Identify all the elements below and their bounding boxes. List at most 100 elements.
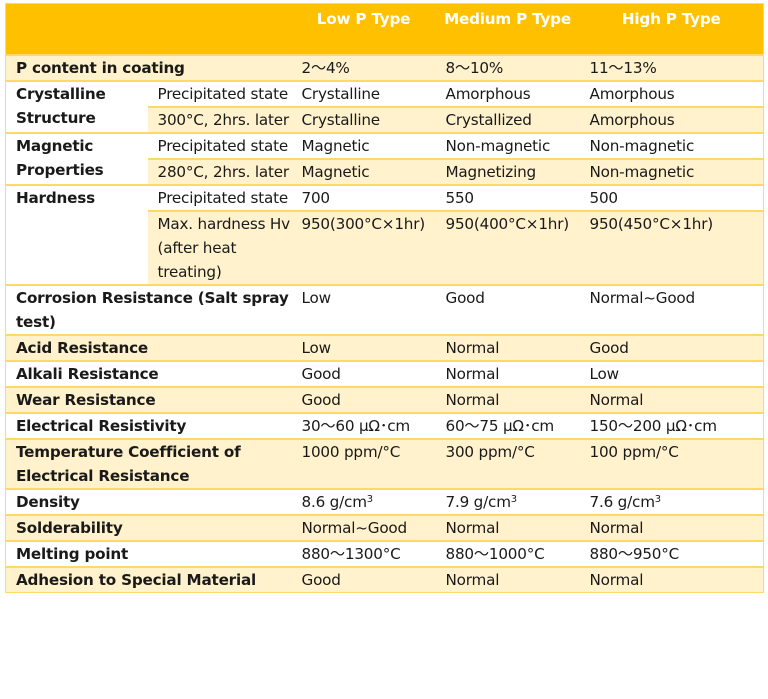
property-label: Alkali Resistance — [5, 361, 292, 387]
row-magnetic-280c: 280°C, 2hrs. later Magnetic Magnetizing … — [5, 159, 764, 185]
cell-high: 500 — [579, 185, 764, 211]
row-magnetic-precipitated: Magnetic Properties Precipitated state M… — [5, 133, 764, 185]
property-label: Electrical Resistivity — [5, 413, 292, 439]
property-label: Wear Resistance — [5, 387, 292, 413]
property-label: Solderability — [5, 515, 292, 541]
condition-label: Precipitated state — [147, 133, 292, 159]
row-wear-resistance: Wear Resistance Good Normal Normal — [5, 387, 764, 413]
cell-medium: Non-magnetic — [435, 133, 580, 159]
unit-superscript: 3 — [366, 494, 373, 505]
cell-high: Normal — [579, 515, 764, 541]
condition-label: Max. hardness Hv (after heat treating) — [147, 211, 292, 285]
property-label: Hardness — [5, 185, 148, 285]
cell-medium: 300 ppm/°C — [435, 439, 580, 489]
row-crystalline-precipitated: Crystalline Structure Precipitated state… — [5, 81, 764, 133]
property-label: Acid Resistance — [5, 335, 292, 361]
cell-medium: 880～1000°C — [435, 541, 580, 567]
cell-high: 150～200 μΩ･cm — [579, 413, 764, 439]
cell-high: 100 ppm/°C — [579, 439, 764, 489]
unit-superscript: 3 — [654, 494, 661, 505]
header-empty-property — [5, 3, 148, 55]
cell-medium: Normal — [435, 567, 580, 593]
cell-high: 11～13% — [579, 55, 764, 81]
cell-low: Good — [291, 567, 436, 593]
cell-low: 700 — [291, 185, 436, 211]
header-high-p-type: High P Type — [579, 3, 764, 55]
cell-high: Non-magnetic — [579, 159, 764, 185]
property-label: Crystalline Structure — [5, 81, 148, 133]
condition-label: Precipitated state — [147, 185, 292, 211]
property-label: P content in coating — [5, 55, 292, 81]
row-electrical-resistivity: Electrical Resistivity 30～60 μΩ･cm 60～75… — [5, 413, 764, 439]
cell-medium: 950(400°C×1hr) — [435, 211, 580, 285]
cell-low: Normal~Good — [291, 515, 436, 541]
row-corrosion-resistance: Corrosion Resistance (Salt spray test) L… — [5, 285, 764, 335]
unit-superscript: 3 — [510, 494, 517, 505]
row-alkali-resistance: Alkali Resistance Good Normal Low — [5, 361, 764, 387]
header-medium-p-type: Medium P Type — [435, 3, 580, 55]
header-low-p-type: Low P Type — [291, 3, 436, 55]
property-label: Magnetic Properties — [5, 133, 148, 185]
cell-low: Magnetic — [291, 133, 436, 159]
cell-low: Magnetic — [291, 159, 436, 185]
cell-low: 950(300°C×1hr) — [291, 211, 436, 285]
density-value: 7.9 g/cm — [445, 493, 511, 511]
condition-label: Precipitated state — [147, 81, 292, 107]
cell-medium: 8～10% — [435, 55, 580, 81]
cell-low: 1000 ppm/°C — [291, 439, 436, 489]
cell-high: Normal~Good — [579, 285, 764, 335]
cell-low: Low — [291, 335, 436, 361]
row-hardness-precipitated: Hardness Precipitated state 700 550 500 — [5, 185, 764, 285]
cell-low: 8.6 g/cm3 — [291, 489, 436, 515]
cell-medium: Normal — [435, 515, 580, 541]
cell-low: Crystalline — [291, 81, 436, 107]
cell-high: Good — [579, 335, 764, 361]
header-row: Low P Type Medium P Type High P Type — [5, 3, 764, 55]
row-adhesion: Adhesion to Special Material Good Normal… — [5, 567, 764, 593]
cell-high: Amorphous — [579, 81, 764, 107]
cell-medium: 7.9 g/cm3 — [435, 489, 580, 515]
cell-high: Low — [579, 361, 764, 387]
cell-high: Non-magnetic — [579, 133, 764, 159]
header-empty-condition — [147, 3, 292, 55]
cell-low: 2～4% — [291, 55, 436, 81]
row-crystalline-300c: 300°C, 2hrs. later Crystalline Crystalli… — [5, 107, 764, 133]
cell-medium: Good — [435, 285, 580, 335]
cell-low: Low — [291, 285, 436, 335]
cell-medium: Normal — [435, 335, 580, 361]
property-label: Melting point — [5, 541, 292, 567]
condition-label: 300°C, 2hrs. later — [147, 107, 292, 133]
row-temperature-coefficient: Temperature Coefficient of Electrical Re… — [5, 439, 764, 489]
cell-medium: 60～75 μΩ･cm — [435, 413, 580, 439]
cell-high: Normal — [579, 567, 764, 593]
density-value: 7.6 g/cm — [589, 493, 655, 511]
cell-high: 950(450°C×1hr) — [579, 211, 764, 285]
property-label: Temperature Coefficient of Electrical Re… — [5, 439, 292, 489]
cell-medium: Crystallized — [435, 107, 580, 133]
cell-medium: Amorphous — [435, 81, 580, 107]
cell-low: Crystalline — [291, 107, 436, 133]
row-acid-resistance: Acid Resistance Low Normal Good — [5, 335, 764, 361]
density-value: 8.6 g/cm — [301, 493, 367, 511]
property-label: Corrosion Resistance (Salt spray test) — [5, 285, 292, 335]
condition-label: 280°C, 2hrs. later — [147, 159, 292, 185]
cell-high: Normal — [579, 387, 764, 413]
cell-medium: 550 — [435, 185, 580, 211]
cell-low: 30～60 μΩ･cm — [291, 413, 436, 439]
cell-medium: Magnetizing — [435, 159, 580, 185]
cell-medium: Normal — [435, 387, 580, 413]
row-melting-point: Melting point 880～1300°C 880～1000°C 880～… — [5, 541, 764, 567]
row-density: Density 8.6 g/cm3 7.9 g/cm3 7.6 g/cm3 — [5, 489, 764, 515]
phosphorus-type-comparison-table: Low P Type Medium P Type High P Type P c… — [5, 3, 764, 593]
cell-high: Amorphous — [579, 107, 764, 133]
cell-low: Good — [291, 361, 436, 387]
cell-low: 880～1300°C — [291, 541, 436, 567]
cell-medium: Normal — [435, 361, 580, 387]
row-p-content: P content in coating 2～4% 8～10% 11～13% — [5, 55, 764, 81]
property-label: Density — [5, 489, 292, 515]
cell-high: 7.6 g/cm3 — [579, 489, 764, 515]
row-hardness-max: Max. hardness Hv (after heat treating) 9… — [5, 211, 764, 285]
row-solderability: Solderability Normal~Good Normal Normal — [5, 515, 764, 541]
cell-high: 880～950°C — [579, 541, 764, 567]
cell-low: Good — [291, 387, 436, 413]
